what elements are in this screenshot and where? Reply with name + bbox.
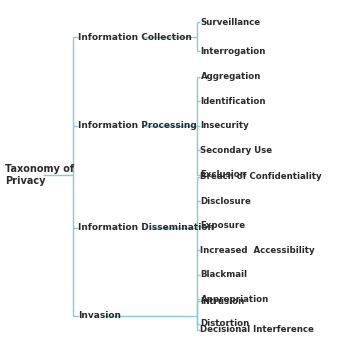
- Text: Aggregation: Aggregation: [200, 72, 261, 81]
- Text: Interrogation: Interrogation: [200, 46, 266, 56]
- Text: Exclusion: Exclusion: [200, 170, 246, 179]
- Text: Invasion: Invasion: [78, 311, 121, 320]
- Text: Secondary Use: Secondary Use: [200, 146, 272, 155]
- Text: Blackmail: Blackmail: [200, 270, 247, 279]
- Text: Decisional Interference: Decisional Interference: [200, 325, 314, 335]
- Text: Increased  Accessibility: Increased Accessibility: [200, 246, 315, 255]
- Text: Taxonomy of
Privacy: Taxonomy of Privacy: [5, 164, 74, 186]
- Text: Exposure: Exposure: [200, 221, 246, 230]
- Text: Disclosure: Disclosure: [200, 197, 251, 206]
- Text: Appropriation: Appropriation: [200, 295, 269, 304]
- Text: Identification: Identification: [200, 97, 266, 106]
- Text: Intrusion: Intrusion: [200, 297, 245, 305]
- Text: Information Collection: Information Collection: [78, 33, 192, 42]
- Text: Insecurity: Insecurity: [200, 121, 249, 130]
- Text: Information Dissemination: Information Dissemination: [78, 223, 214, 232]
- Text: Distortion: Distortion: [200, 319, 250, 328]
- Text: Information Processing: Information Processing: [78, 121, 197, 130]
- Text: Surveillance: Surveillance: [200, 18, 261, 27]
- Text: Breach of Confidentiality: Breach of Confidentiality: [200, 172, 322, 181]
